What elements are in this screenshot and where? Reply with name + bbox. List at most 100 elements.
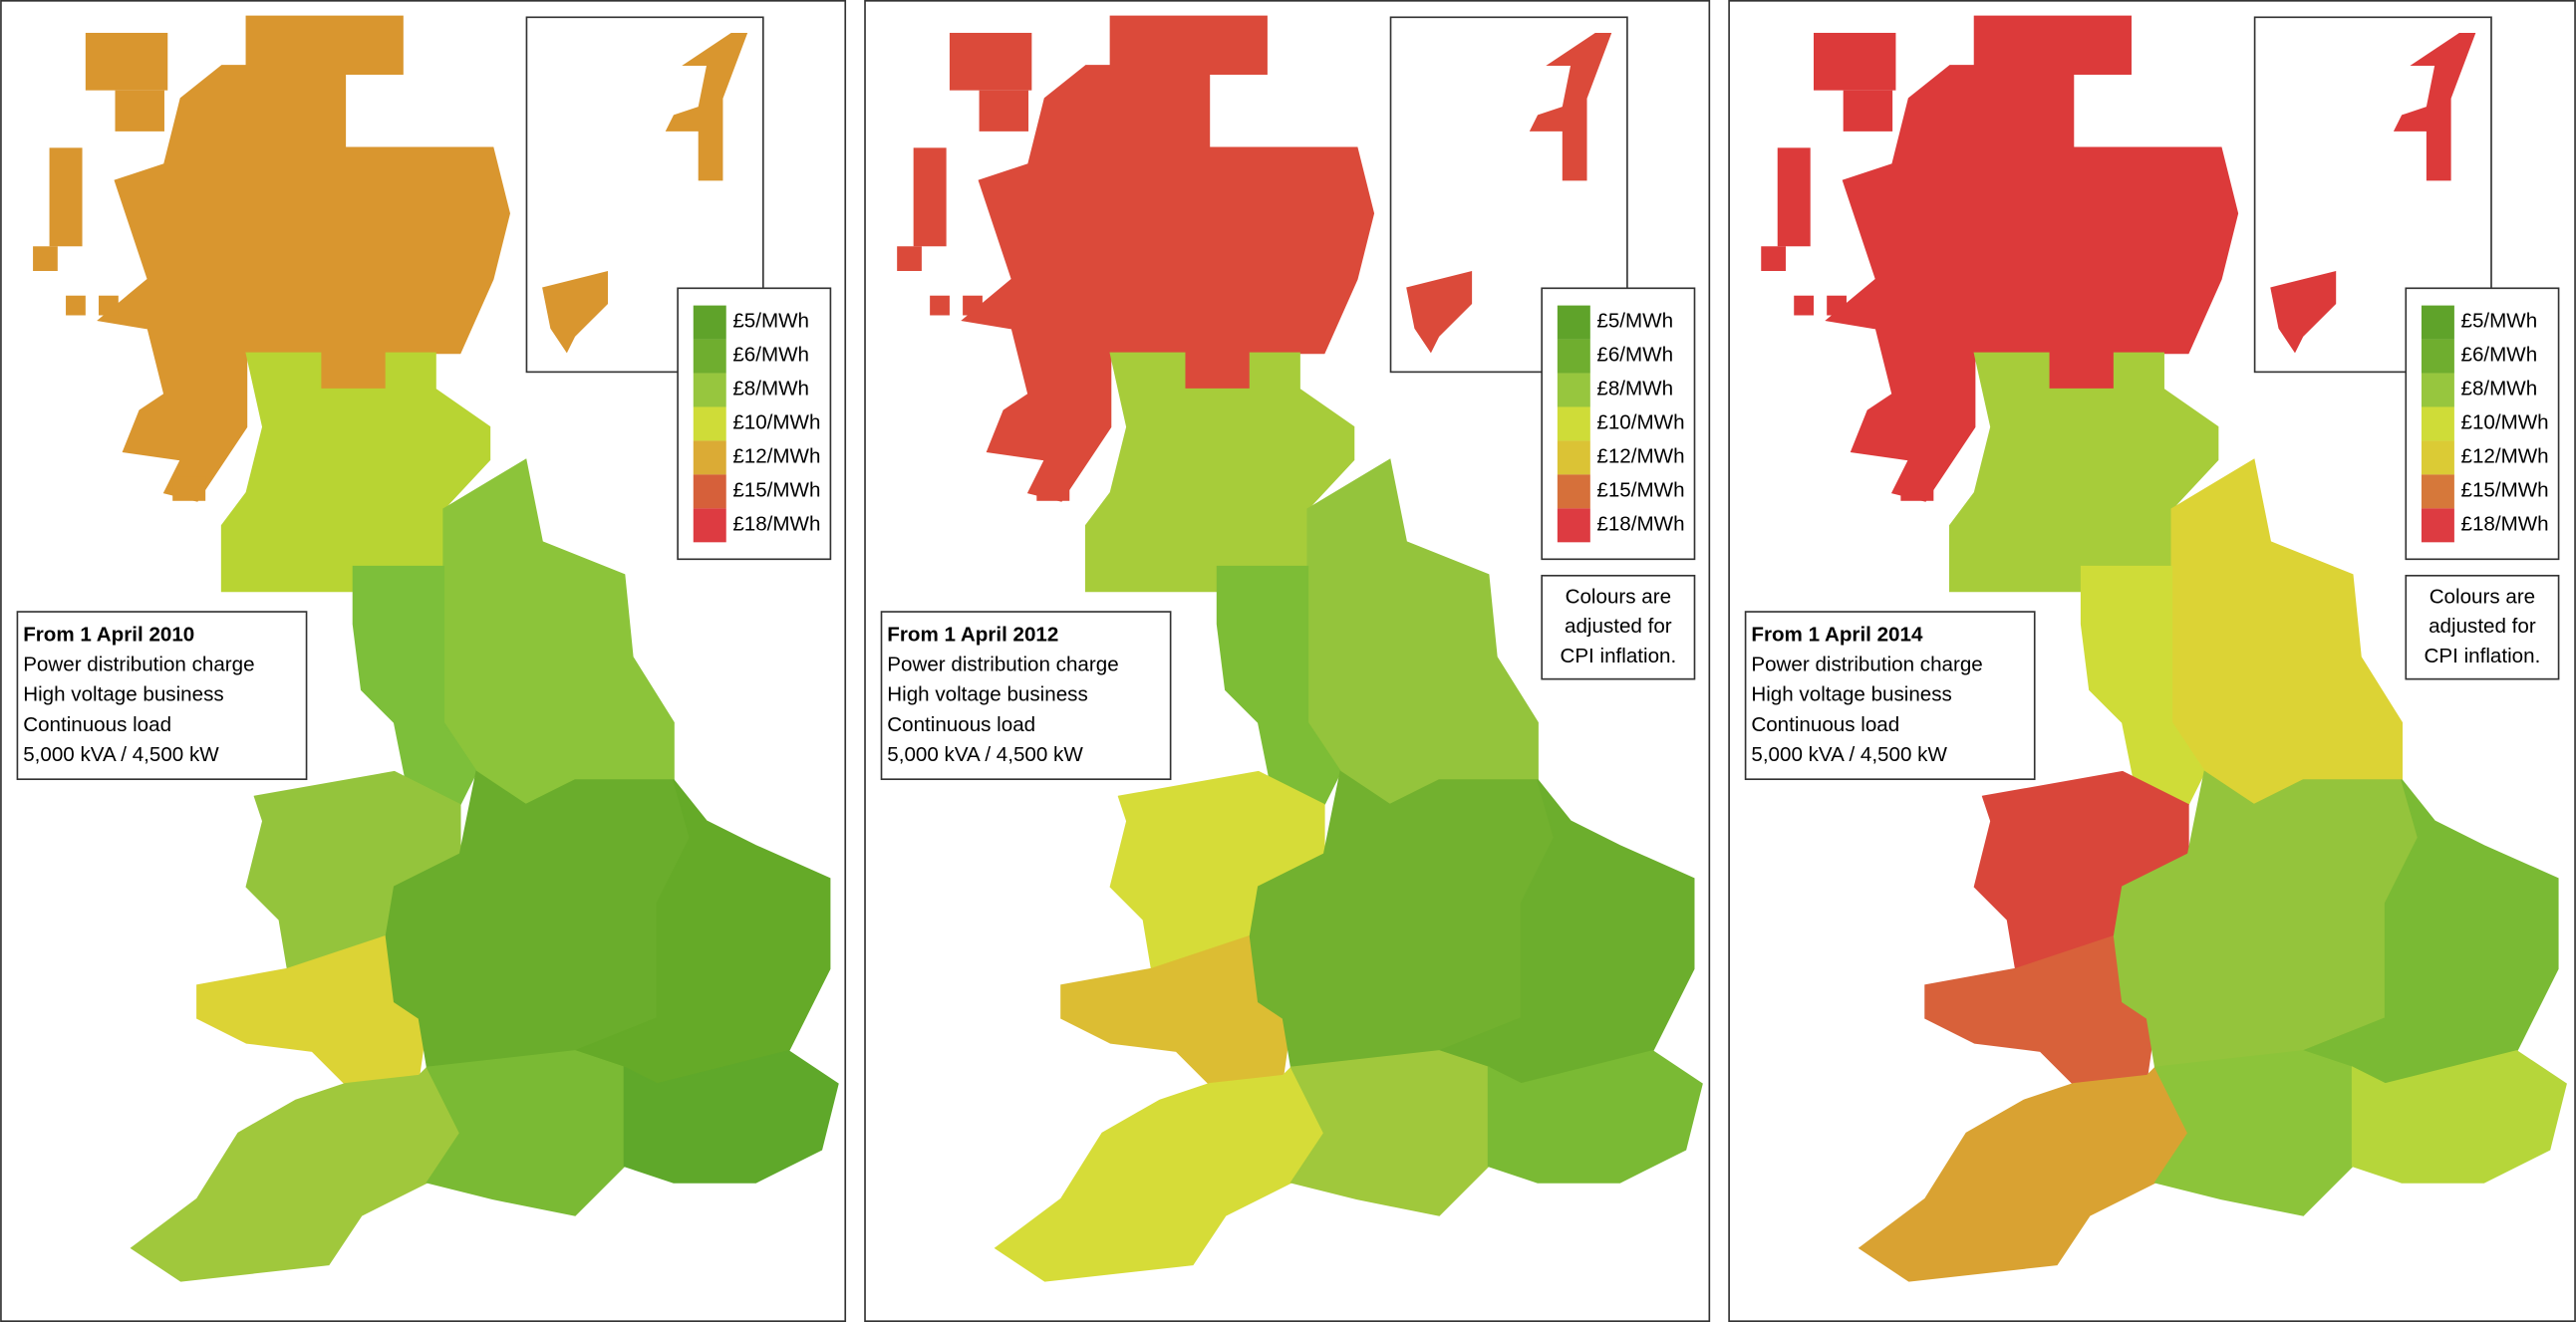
panel: £5/MWh £6/MWh £8/MWh £10/MWh £12/MWh £15/MWh £… — [16, 15, 839, 1282]
legend-swatch — [1557, 373, 1590, 407]
island — [1827, 295, 1847, 316]
info-line: Power distribution charge — [887, 654, 1118, 676]
island — [172, 476, 206, 501]
island — [33, 246, 58, 271]
legend-label: £15/MWh — [1596, 478, 1684, 501]
legend-swatch — [693, 373, 726, 407]
island — [115, 90, 164, 132]
region — [1858, 1066, 2189, 1282]
island — [85, 32, 168, 91]
region — [1487, 1050, 1703, 1184]
note-line: adjusted for — [2429, 615, 2536, 638]
panel: £5/MWh £6/MWh £8/MWh £10/MWh £12/MWh £15/MWh £… — [1744, 15, 2567, 1282]
region — [426, 1050, 626, 1216]
island — [1777, 147, 1811, 247]
region — [1084, 352, 1355, 593]
legend-label: £8/MWh — [1596, 377, 1673, 399]
island — [1406, 270, 1473, 354]
island — [66, 295, 86, 316]
legend-label: £12/MWh — [1596, 444, 1684, 467]
info-line: Continuous load — [23, 713, 171, 736]
legend-swatch — [693, 474, 726, 509]
legend-swatch — [2421, 474, 2454, 509]
panel-frame — [864, 0, 1711, 1322]
island — [99, 295, 119, 316]
region — [623, 1050, 839, 1184]
note-line: Colours are — [2430, 585, 2535, 608]
legend-label: £5/MWh — [2460, 310, 2537, 333]
island — [949, 32, 1032, 91]
legend-swatch — [1557, 406, 1590, 441]
info-line: High voltage business — [23, 683, 223, 706]
island — [1814, 32, 1896, 91]
info-line: Power distribution charge — [23, 654, 254, 676]
island — [542, 270, 609, 354]
legend-label: £6/MWh — [732, 343, 809, 366]
info-line: 5,000 kVA / 4,500 kW — [23, 743, 219, 766]
region — [220, 352, 491, 593]
info-line: Power distribution charge — [1751, 654, 1982, 676]
info-line: Continuous load — [1751, 713, 1899, 736]
info-title: From 1 April 2014 — [1751, 623, 1923, 646]
region — [2351, 1050, 2567, 1184]
legend-label: £10/MWh — [2460, 410, 2548, 433]
legend-label: £15/MWh — [2460, 478, 2548, 501]
legend-label: £18/MWh — [1596, 512, 1684, 535]
info-title: From 1 April 2012 — [887, 623, 1058, 646]
legend-swatch — [1557, 305, 1590, 340]
island — [49, 147, 83, 247]
legend-swatch — [2421, 373, 2454, 407]
legend-label: £12/MWh — [2460, 444, 2548, 467]
info-line: Continuous load — [887, 713, 1035, 736]
info-line: High voltage business — [1751, 683, 1951, 706]
island — [913, 147, 947, 247]
info-line: 5,000 kVA / 4,500 kW — [1751, 743, 1947, 766]
island — [2393, 32, 2476, 181]
legend-label: £6/MWh — [2460, 343, 2537, 366]
note-line: adjusted for — [1565, 615, 1672, 638]
legend-swatch — [1557, 339, 1590, 374]
note-line: CPI inflation. — [1560, 645, 1676, 667]
legend-label: £5/MWh — [1596, 310, 1673, 333]
legend-swatch — [2421, 508, 2454, 543]
note-line: CPI inflation. — [2425, 645, 2541, 667]
island — [1529, 32, 1612, 181]
legend-swatch — [693, 339, 726, 374]
info-line: 5,000 kVA / 4,500 kW — [887, 743, 1083, 766]
island — [1843, 90, 1893, 132]
info-box — [1744, 611, 2036, 781]
legend-swatch — [1557, 440, 1590, 475]
island — [1761, 246, 1786, 271]
island — [2270, 270, 2337, 354]
info-box — [16, 611, 308, 781]
region — [2153, 1050, 2354, 1216]
legend-label: £8/MWh — [2460, 377, 2537, 399]
island — [930, 295, 950, 316]
legend-swatch — [1557, 474, 1590, 509]
legend-label: £8/MWh — [732, 377, 809, 399]
island — [1794, 295, 1815, 316]
legend-label: £5/MWh — [732, 310, 809, 333]
panel: £5/MWh £6/MWh £8/MWh £10/MWh £12/MWh £15/MWh £… — [880, 15, 1703, 1282]
note-line: Colours are — [1566, 585, 1671, 608]
legend-swatch — [693, 440, 726, 475]
region — [1306, 458, 1539, 806]
legend-label: £6/MWh — [1596, 343, 1673, 366]
legend-label: £18/MWh — [732, 512, 820, 535]
info-title: From 1 April 2010 — [23, 623, 194, 646]
region — [994, 1066, 1325, 1282]
legend-swatch — [1557, 508, 1590, 543]
panel-frame — [1728, 0, 2576, 1322]
info-line: High voltage business — [887, 683, 1087, 706]
island — [897, 246, 922, 271]
legend-label: £18/MWh — [2460, 512, 2548, 535]
legend-label: £10/MWh — [732, 410, 820, 433]
info-box — [880, 611, 1172, 781]
note-box — [2405, 574, 2560, 680]
note-box — [1541, 574, 1696, 680]
region — [442, 458, 675, 806]
panel-frame — [0, 0, 847, 1322]
legend-swatch — [2421, 406, 2454, 441]
island — [1036, 476, 1070, 501]
